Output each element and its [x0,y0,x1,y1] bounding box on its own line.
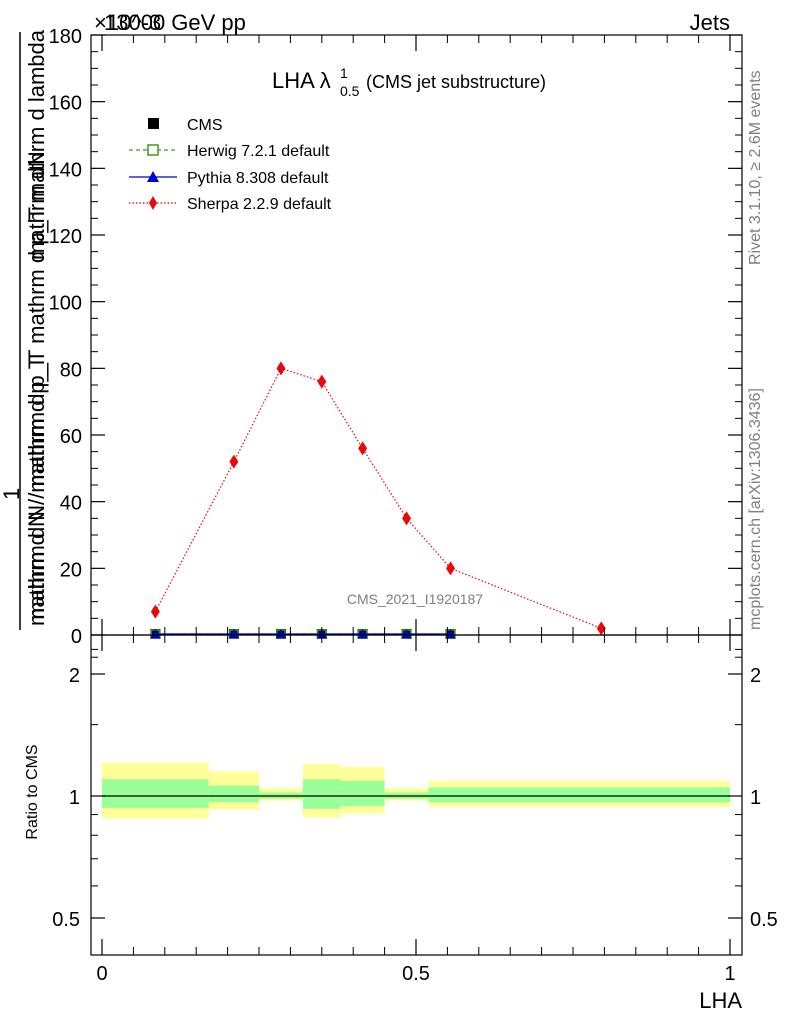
ratio-band-inner [208,785,259,803]
sherpa-point [317,374,327,389]
main-y-tick-label: 140 [49,159,82,181]
analysis-watermark: CMS_2021_I1920187 [347,591,483,607]
main-y-tick-label: 0 [71,626,82,648]
ratio-y-axis-title: Ratio to CMS [24,744,41,839]
ratio-uncertainty-bands [102,762,730,819]
ratio-y-tick-label-right: 1 [750,787,761,809]
main-y-tick-label: 100 [49,293,82,315]
legend: CMS Herwig 7.2.1 default Pythia 8.308 de… [129,117,332,213]
jets-label: Jets [690,10,730,35]
main-y-axis-title: mathrm dN mathrm d N / mathrm d p_T math… [0,29,49,630]
plot-title: LHA λ 1 0.5 (CMS jet substructure) [272,65,546,99]
main-y-tick-label: 40 [60,493,82,515]
mcplots-label: mcplots.cern.ch [arXiv:1306.3436] [747,388,764,630]
sherpa-point [358,441,368,456]
pythia-point [228,629,239,638]
title-note: (CMS jet substructure) [366,72,546,92]
process-label: 13000 GeV pp [104,10,246,35]
legend-label-cms: CMS [187,117,223,134]
ratio-band-inner [428,787,730,803]
legend-label-herwig: Herwig 7.2.1 default [187,143,330,160]
ylabel-line-4: mathrm d N / mathrm d p_T [24,356,49,626]
legend-marker-herwig [147,144,159,156]
main-series-layer [150,361,606,639]
main-y-tick-label: 160 [49,93,82,115]
ylabel-line-1: mathrm dN [24,151,49,260]
sherpa-point [402,511,412,526]
series-line-3 [154,367,602,629]
legend-marker-sherpa [149,196,157,210]
sherpa-point [150,604,160,619]
x-tick-label: 1 [724,963,735,985]
x-tick-label: 0.5 [402,963,430,985]
ratio-band-inner [102,779,209,808]
title-sub: 0.5 [340,83,360,99]
ratio-y-ticks: 0.5 0.5 1 1 2 2 [52,648,778,931]
x-axis-ticks: 0 0.5 1 [96,35,736,985]
ratio-y-tick-label-right: 0.5 [750,909,778,931]
ratio-y-tick-label: 1 [69,787,80,809]
title-sup: 1 [340,65,348,81]
main-y-tick-label: 180 [49,26,82,48]
ylabel-line-3: 1 [0,488,24,500]
ratio-band-inner [340,780,385,806]
x-tick-label: 0 [96,963,107,985]
x-axis-title: LHA [699,988,742,1013]
legend-marker-pythia [147,171,159,182]
pythia-point [445,629,456,638]
legend-marker-cms [148,118,159,129]
main-y-tick-label: 20 [60,559,82,581]
sherpa-point [446,561,456,576]
exponent-label: ×10^-3 [94,10,161,35]
title-main: LHA λ [272,68,331,93]
legend-label-sherpa: Sherpa 2.2.9 default [187,196,332,213]
pythia-point [401,629,412,638]
pythia-point [150,629,161,638]
ratio-y-tick-label: 0.5 [52,909,80,931]
ratio-band-inner [302,779,341,809]
pythia-point [275,629,286,638]
legend-label-pythia: Pythia 8.308 default [187,170,329,187]
ratio-y-tick-label: 2 [69,665,80,687]
rivet-label: Rivet 3.1.10, ≥ 2.6M events [747,70,764,265]
sherpa-point [596,621,606,636]
pythia-point [357,629,368,638]
main-y-tick-label: 120 [49,226,82,248]
ratio-y-tick-label-right: 2 [750,665,761,687]
ylabel-line-2: mathrm d N / mathrm d p_T mathrm d p_T m… [24,29,49,619]
sherpa-point [229,454,239,469]
main-y-tick-label: 80 [60,359,82,381]
sherpa-point [276,361,286,376]
main-y-tick-label: 60 [60,426,82,448]
